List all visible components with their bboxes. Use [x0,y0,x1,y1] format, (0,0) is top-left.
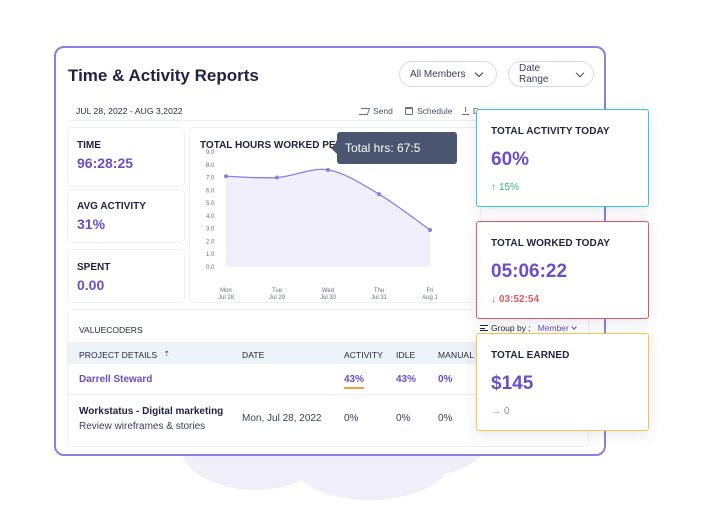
y-tick-label: 7.0 [206,176,215,182]
table-header: PROJECT DETAILS ⇡ DATE ACTIVITY IDLE MAN… [68,342,588,364]
spent-value: 0.00 [77,277,105,293]
chevron-down-icon [474,68,483,77]
data-point [377,192,381,197]
data-point [224,174,228,179]
row-divider [68,394,588,395]
data-point [326,167,330,172]
column-header: DATE [242,350,265,360]
total-earned-card: TOTAL EARNED $145 → 0 [476,333,649,431]
manual-value: 0% [438,374,453,385]
download-icon [462,107,469,115]
card-label: TOTAL WORKED TODAY [491,238,611,249]
avg-activity-value: 31% [77,216,106,232]
x-tick-day: Mon [220,288,232,294]
card-value: 60% [491,149,530,170]
chart-tooltip: Total hrs: 67:5 [331,132,457,164]
time-label: TIME [77,140,101,151]
project-name[interactable]: Workstatus - Digital marketing [79,406,224,417]
total-activity-card: TOTAL ACTIVITY TODAY 60% ↑ 15% [476,109,649,207]
y-tick-label: 2.0 [206,239,215,245]
send-button[interactable]: Send [358,106,393,116]
y-tick-label: 5.0 [206,201,215,207]
schedule-button[interactable]: Schedule [405,106,452,116]
card-delta: ↑ 15% [491,182,519,193]
x-tick-day: Wed [322,288,334,294]
delta-value: 15% [499,182,520,193]
project-subtitle: Review wireframes & stories [79,421,206,432]
idle-value: 43% [396,374,417,385]
x-tick-day: Fri [427,288,434,294]
card-label: TOTAL ACTIVITY TODAY [491,126,610,137]
chevron-down-icon [576,68,585,77]
y-tick-label: 4.0 [206,214,215,220]
x-tick-date: Jul 28 [218,295,235,301]
filter-lines-icon [480,325,488,331]
group-by-value: Member [537,323,569,333]
card-delta: → 0 [491,406,510,417]
members-dropdown-label: All Members [410,68,466,80]
avg-activity-label: AVG ACTIVITY [77,201,146,212]
x-tick-day: Thu [374,288,384,294]
project-date: Mon, Jul 28, 2022 [242,413,322,424]
page-title: Time & Activity Reports [68,66,259,85]
y-tick-label: 1.0 [206,252,215,258]
arrow-down-icon: ↓ [491,294,496,305]
y-tick-label: 9.0 [206,150,215,156]
sort-icon[interactable]: ⇡ [164,351,170,358]
y-tick-label: 6.0 [206,188,215,194]
calendar-icon [405,107,413,115]
data-point [275,175,279,180]
x-tick-date: Jul 31 [371,295,388,301]
column-header: IDLE [396,350,416,360]
activity-value: 43% [344,374,365,389]
data-point [428,227,432,232]
spent-label: SPENT [77,262,111,273]
x-tick-date: Aug 1 [422,295,438,301]
x-tick-date: Jul 30 [320,295,337,301]
member-name[interactable]: Darrell Steward [79,374,153,385]
y-tick-label: 0.0 [206,265,215,271]
delta-value: 0 [504,406,510,417]
divider [68,120,592,121]
column-header[interactable]: PROJECT DETAILS [79,350,158,360]
time-stat: TIME 96:28:25 [68,128,184,186]
total-worked-card: TOTAL WORKED TODAY 05:06:22 ↓ 03:52:54 [476,221,649,319]
spent-stat: SPENT 0.00 [68,250,184,302]
delta-value: 03:52:54 [499,294,540,305]
arrow-up-icon: ↑ [491,182,496,193]
date-range-dropdown[interactable]: Date Range [508,61,594,87]
chevron-down-icon [571,323,577,330]
idle-value: 0% [396,413,411,424]
date-range-dropdown-label: Date Range [519,63,549,85]
column-header: ACTIVITY [344,350,384,360]
time-value: 96:28:25 [77,155,134,171]
group-by-label: Group by : [491,323,531,333]
column-header: MANUAL [438,350,475,360]
activity-value: 0% [344,413,359,424]
x-tick-day: Tue [272,288,283,294]
chart-area [226,169,430,267]
manual-value: 0% [438,413,453,424]
card-label: TOTAL EARNED [491,350,570,361]
send-icon [358,107,371,115]
members-dropdown[interactable]: All Members [399,61,497,87]
schedule-label: Schedule [417,106,453,116]
arrow-right-icon: → [491,406,501,417]
x-tick-date: Jul 29 [269,295,286,301]
avg-activity-stat: AVG ACTIVITY 31% [68,190,184,242]
y-tick-label: 3.0 [206,227,215,233]
y-tick-label: 8.0 [206,163,215,169]
group-by-control[interactable]: Group by : Member [480,323,577,333]
card-delta: ↓ 03:52:54 [491,294,539,305]
card-value: $145 [491,373,534,394]
send-label: Send [373,106,393,116]
date-range-text: JUL 28, 2022 - AUG 3,2022 [76,106,183,116]
chart-title: TOTAL HOURS WORKED PER DAY [200,140,366,151]
table-name: VALUECODERS [79,325,143,335]
card-value: 05:06:22 [491,261,568,282]
